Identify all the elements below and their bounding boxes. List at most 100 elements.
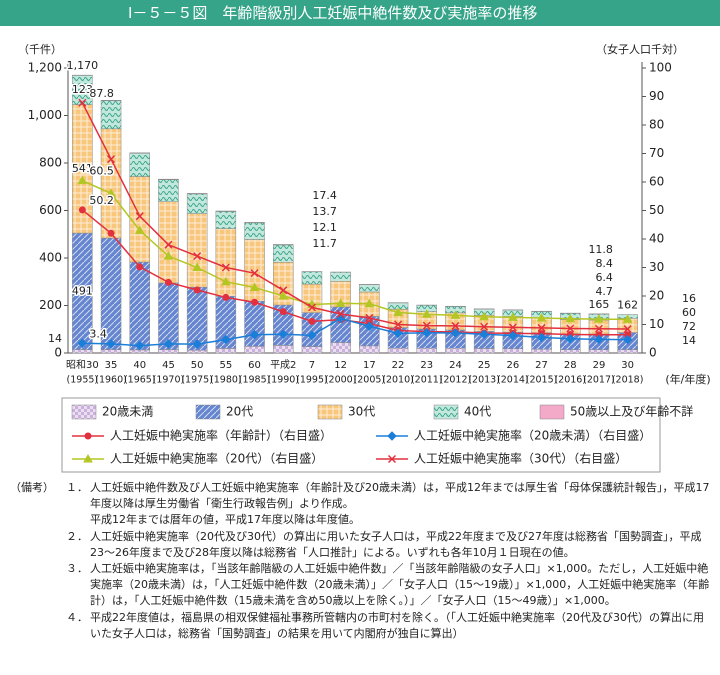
y-tick-label: 200	[39, 298, 62, 312]
value-label: 8.4	[595, 257, 613, 270]
point	[421, 309, 432, 318]
x-year-label: (1960)	[95, 375, 127, 386]
point	[623, 325, 632, 334]
bar-segment	[617, 349, 638, 354]
point	[451, 321, 460, 330]
point	[163, 251, 174, 260]
point	[364, 298, 375, 308]
bar-segment	[330, 272, 351, 282]
point	[308, 317, 316, 325]
point	[250, 269, 259, 278]
legend-marker	[83, 453, 93, 463]
point	[594, 324, 603, 333]
value-label: 491	[72, 284, 93, 297]
legend-label: 20代	[226, 405, 253, 419]
x-tick-label: 22	[392, 360, 405, 371]
total-label: 165	[588, 298, 609, 311]
legend-label: 人工妊娠中絶実施率（20歳未満）（右目盛）	[414, 428, 651, 443]
bar-segment	[387, 348, 409, 354]
point	[335, 298, 346, 307]
bar-segment	[100, 349, 122, 354]
bar-segment	[244, 300, 265, 347]
point	[106, 339, 116, 349]
x-year-label: (1985)	[239, 375, 271, 386]
x-tick-label: 25	[478, 360, 491, 371]
bar-segment	[273, 244, 294, 263]
legend-marker	[84, 432, 92, 440]
x-tick-label: 30	[621, 360, 634, 371]
point	[221, 334, 231, 345]
legend-swatch	[317, 404, 343, 420]
value-label: 13.7	[312, 205, 337, 218]
point	[192, 339, 202, 349]
bar-segment	[100, 100, 122, 130]
legend-label: 30代	[348, 405, 375, 419]
x-tick-label: 27	[535, 360, 548, 371]
x-year-label: (1995)	[296, 375, 328, 386]
y2-tick-label: 50	[649, 203, 664, 217]
point	[622, 334, 633, 345]
point	[336, 309, 345, 318]
x-year-label: (2015)	[526, 375, 558, 386]
bar-segment	[301, 346, 323, 354]
bar-segment	[244, 239, 265, 302]
x-tick-label: 28	[564, 360, 577, 371]
bar-segment	[445, 348, 466, 354]
value-label: 12.1	[312, 221, 337, 234]
x-year-label: (1990)	[267, 375, 299, 386]
point	[364, 321, 375, 331]
point	[192, 262, 203, 271]
x-tick-label: 7	[309, 360, 315, 371]
bar-segment	[186, 349, 208, 354]
point	[508, 323, 517, 332]
legend-marker	[387, 431, 397, 441]
bar-segment	[158, 201, 179, 284]
legend-label: 人工妊娠中絶実施率（20代）（右目盛）	[110, 451, 323, 466]
y2-tick-label: 10	[649, 317, 664, 331]
x-tick-label: 45	[162, 360, 175, 371]
bar-segment	[215, 348, 237, 354]
bar-segment	[588, 349, 610, 354]
point	[107, 155, 116, 164]
x-tick-label: 29	[593, 360, 606, 371]
value-label: 14	[48, 332, 62, 345]
note-text: 平成12年までは暦年の値，平成17年度以降は年度値。	[90, 513, 360, 527]
point	[393, 307, 403, 317]
point	[422, 321, 431, 330]
line	[82, 317, 628, 347]
legend-label: 20歳未満	[102, 405, 153, 419]
note-num: ２．	[66, 529, 88, 543]
note-text: 人工妊娠中絶実施率（20代及び30代）の算出に用いた女子人口は，平成22年度まで…	[90, 529, 702, 559]
x-tick-label: 昭和30	[66, 359, 99, 371]
value-label: 11.7	[312, 237, 337, 250]
point	[249, 282, 260, 291]
x-year-label: (2000)	[325, 375, 357, 386]
bar-segment	[72, 349, 93, 354]
value-label: 6.4	[595, 271, 613, 284]
y2-axis-title: （女子人口千対）	[596, 43, 684, 56]
bar-segment	[186, 193, 208, 214]
bar-segment	[129, 153, 150, 177]
y2-tick-label: 30	[649, 260, 664, 274]
line	[81, 102, 628, 330]
point	[164, 278, 172, 286]
legend-label: 40代	[464, 405, 491, 419]
point	[249, 330, 260, 340]
point	[479, 329, 489, 339]
bar-segment	[158, 349, 179, 354]
value-label: 541	[72, 162, 93, 175]
point	[307, 330, 317, 341]
value-label: 60	[682, 306, 696, 319]
point	[479, 311, 490, 321]
x-tick-label: 60	[248, 360, 261, 371]
bar-segment	[244, 346, 265, 354]
point	[278, 290, 289, 300]
y-tick-label: 400	[39, 251, 62, 265]
line	[82, 179, 628, 321]
point	[193, 286, 201, 294]
y2-tick-label: 90	[649, 89, 664, 103]
point	[594, 314, 604, 323]
bar-segment	[129, 349, 150, 354]
value-label: 11.8	[588, 243, 613, 256]
